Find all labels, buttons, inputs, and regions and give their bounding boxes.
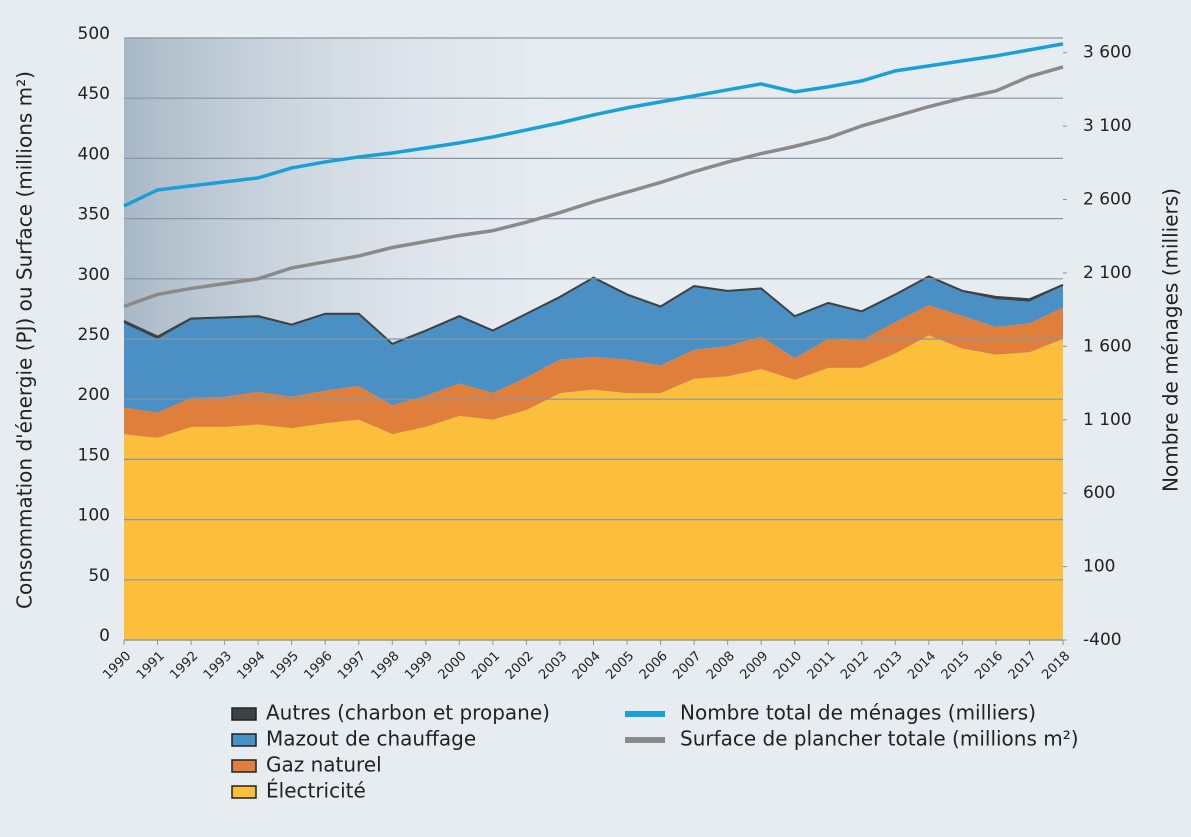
legend-swatch — [231, 785, 257, 799]
y-tick-label: 300 — [78, 265, 110, 285]
y-tick-label: 100 — [78, 506, 110, 526]
y2-tick-label: 3 100 — [1083, 116, 1132, 136]
y2-tick-label: 600 — [1083, 483, 1115, 503]
y2-tick-label: 1 100 — [1083, 410, 1132, 430]
legend-label: Électricité — [266, 779, 366, 803]
y-tick-label: 200 — [78, 385, 110, 405]
y-tick-label: 400 — [78, 144, 110, 164]
y-tick-label: 150 — [78, 445, 110, 465]
y2-tick-label: -400 — [1083, 630, 1122, 650]
y-axis-label: Consommation d'énergie (PJ) ou Surface (… — [13, 71, 37, 609]
legend-label: Surface de plancher totale (millions m²) — [680, 727, 1079, 751]
area — [124, 305, 1063, 438]
y-tick-label: 350 — [78, 205, 110, 225]
y2-tick-label: 1 600 — [1083, 336, 1132, 356]
y-tick-label: 500 — [78, 24, 110, 44]
legend-swatch — [231, 707, 257, 721]
legend-label: Autres (charbon et propane) — [266, 701, 550, 725]
line — [123, 42, 1064, 208]
y2-tick-label: 3 600 — [1083, 43, 1132, 63]
legend-swatch — [231, 759, 257, 773]
y2-tick-label: 100 — [1083, 557, 1115, 577]
legend-swatch — [231, 733, 257, 747]
legend-label: Mazout de chauffage — [266, 727, 476, 751]
area — [124, 335, 1063, 640]
legend-label: Gaz naturel — [266, 753, 382, 777]
y-tick-label: 250 — [78, 325, 110, 345]
y-tick-label: 0 — [99, 626, 110, 646]
y2-axis-label: Nombre de ménages (milliers) — [1159, 188, 1183, 492]
line — [123, 65, 1064, 309]
y-tick-label: 50 — [88, 566, 110, 586]
y-tick-label: 450 — [78, 84, 110, 104]
area — [124, 277, 1063, 413]
legend-label: Nombre total de ménages (milliers) — [680, 701, 1036, 725]
y2-tick-label: 2 100 — [1083, 263, 1132, 283]
y2-tick-label: 2 600 — [1083, 190, 1132, 210]
area-edge — [123, 275, 1064, 345]
